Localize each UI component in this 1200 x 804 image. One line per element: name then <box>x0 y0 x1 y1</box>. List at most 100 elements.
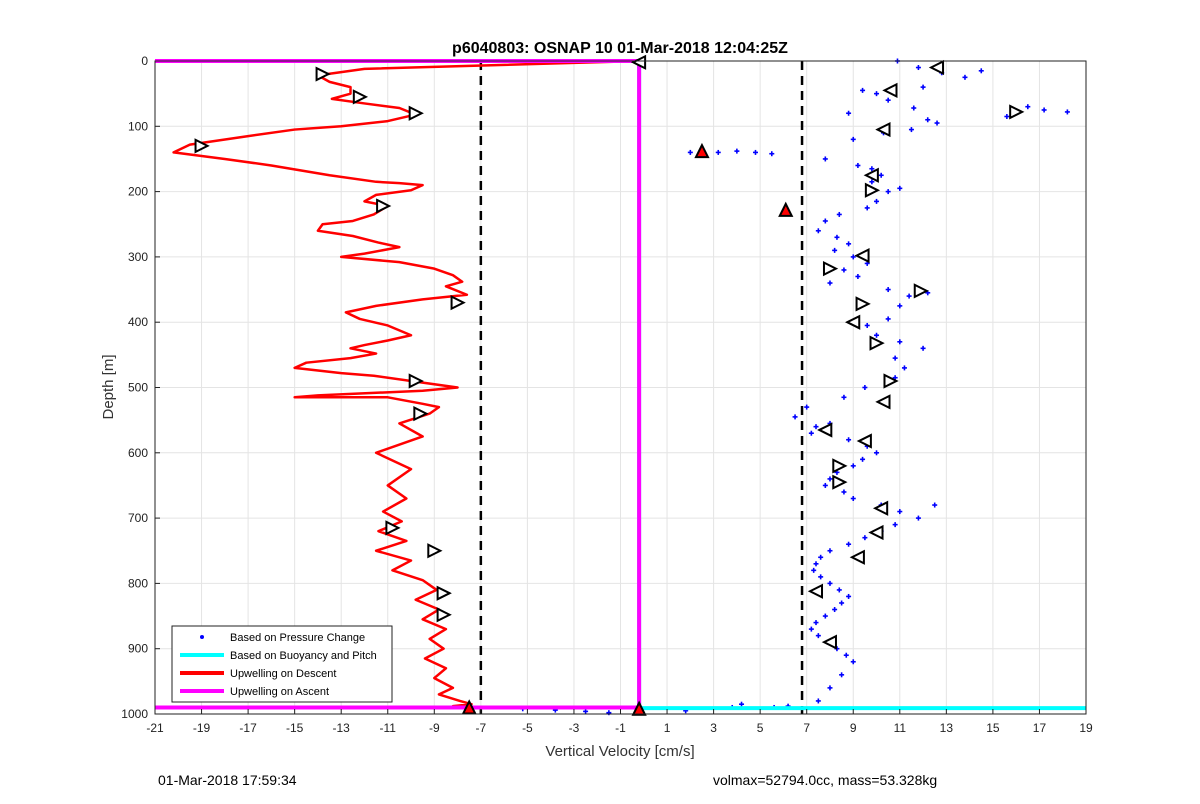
x-tick-label: 13 <box>940 721 954 735</box>
pressure-point <box>813 561 819 567</box>
pressure-point <box>846 593 852 599</box>
up-triangle-marker <box>631 700 647 716</box>
pressure-point <box>892 522 898 528</box>
pressure-point <box>832 607 838 613</box>
pressure-point <box>841 394 847 400</box>
left-triangle-marker <box>882 82 898 99</box>
pressure-point <box>850 254 856 260</box>
pressure-point <box>815 228 821 234</box>
right-triangle-marker <box>427 543 443 559</box>
pressure-point <box>836 587 842 593</box>
pressure-point <box>1041 107 1047 113</box>
legend-label: Upwelling on Ascent <box>230 686 329 698</box>
pressure-point <box>841 267 847 273</box>
left-triangle-marker <box>854 247 870 264</box>
pressure-point <box>869 179 875 185</box>
y-tick-label: 0 <box>141 54 148 68</box>
y-tick-label: 300 <box>128 250 148 264</box>
pressure-point <box>869 166 875 172</box>
right-triangle-marker <box>194 138 210 154</box>
red-triangle-marker <box>694 142 710 159</box>
right-triangle-marker <box>352 89 369 105</box>
series-line-upwelling-on-descent <box>172 59 640 709</box>
pressure-point <box>911 105 917 111</box>
pressure-point <box>850 496 856 502</box>
markers <box>194 54 1025 716</box>
pressure-point <box>915 65 921 71</box>
left-triangle-marker <box>872 500 889 516</box>
left-triangle-marker <box>845 314 861 330</box>
pressure-point <box>832 247 838 253</box>
x-tick-label: 17 <box>1033 721 1047 735</box>
pressure-point <box>860 456 866 462</box>
left-triangle-marker <box>807 583 824 599</box>
right-triangle-marker <box>436 607 452 623</box>
pressure-point <box>862 385 868 390</box>
pressure-point <box>874 91 880 97</box>
chart-title: p6040803: OSNAP 10 01-Mar-2018 12:04:25Z <box>452 40 788 57</box>
pressure-point <box>978 68 984 74</box>
x-tick-label: -11 <box>380 721 397 735</box>
left-triangle-marker <box>875 394 891 410</box>
left-triangle-marker <box>863 167 879 183</box>
pressure-point <box>885 189 891 195</box>
left-triangle-marker <box>817 422 833 438</box>
x-tick-label: -7 <box>476 721 487 735</box>
footer-volmax-mass: volmax=52794.0cc, mass=53.328kg <box>713 772 938 788</box>
y-tick-label: 800 <box>128 576 148 590</box>
pressure-point <box>846 241 852 247</box>
pressure-point <box>874 332 880 338</box>
right-triangle-marker <box>436 585 452 601</box>
pressure-point <box>885 287 891 293</box>
right-triangle-marker <box>913 283 929 299</box>
left-triangle-marker <box>849 549 865 565</box>
pressure-point <box>822 218 828 224</box>
pressure-point <box>715 149 721 155</box>
pressure-point <box>769 151 775 157</box>
pressure-point <box>885 316 891 322</box>
x-tick-label: -3 <box>569 721 580 735</box>
y-axis-label: Depth [m] <box>100 354 117 419</box>
pressure-point <box>822 482 828 488</box>
right-triangle-marker <box>413 406 429 422</box>
y-tick-label: 700 <box>128 511 148 525</box>
pressure-point <box>897 185 903 191</box>
x-tick-label: -1 <box>615 721 626 735</box>
pressure-point <box>839 600 845 606</box>
pressure-point <box>815 698 821 704</box>
pressure-point <box>1004 114 1010 120</box>
pressure-point <box>752 149 758 155</box>
pressure-point <box>878 172 884 178</box>
pressure-point <box>925 117 931 123</box>
pressure-point <box>734 148 740 154</box>
pressure-point <box>855 273 861 279</box>
right-triangle-marker <box>855 296 871 312</box>
pressure-point <box>827 685 833 691</box>
pressure-point <box>897 303 903 309</box>
x-tick-label: -15 <box>286 721 304 735</box>
right-triangle-marker <box>408 373 424 389</box>
pressure-point <box>906 293 912 299</box>
right-triangle-marker <box>385 520 401 536</box>
right-triangle-marker <box>883 373 899 389</box>
x-tick-label: -9 <box>429 721 440 735</box>
x-tick-label: -13 <box>333 721 351 735</box>
pressure-point <box>962 74 968 80</box>
footer-timestamp: 01-Mar-2018 17:59:34 <box>158 772 297 788</box>
pressure-point <box>827 548 833 554</box>
left-triangle-marker <box>875 121 891 138</box>
pressure-point <box>874 450 880 456</box>
up-triangle-marker <box>461 699 477 715</box>
right-triangle-marker <box>376 198 392 214</box>
pressure-point <box>808 430 814 436</box>
pressure-point <box>850 659 856 665</box>
pressure-point <box>818 574 824 580</box>
pressure-point <box>836 211 842 217</box>
x-tick-label: -21 <box>146 721 164 735</box>
pressure-point <box>920 345 926 351</box>
pressure-point <box>850 463 856 469</box>
x-tick-label: 3 <box>710 721 717 735</box>
pressure-point <box>808 626 814 632</box>
pressure-point <box>815 633 821 639</box>
